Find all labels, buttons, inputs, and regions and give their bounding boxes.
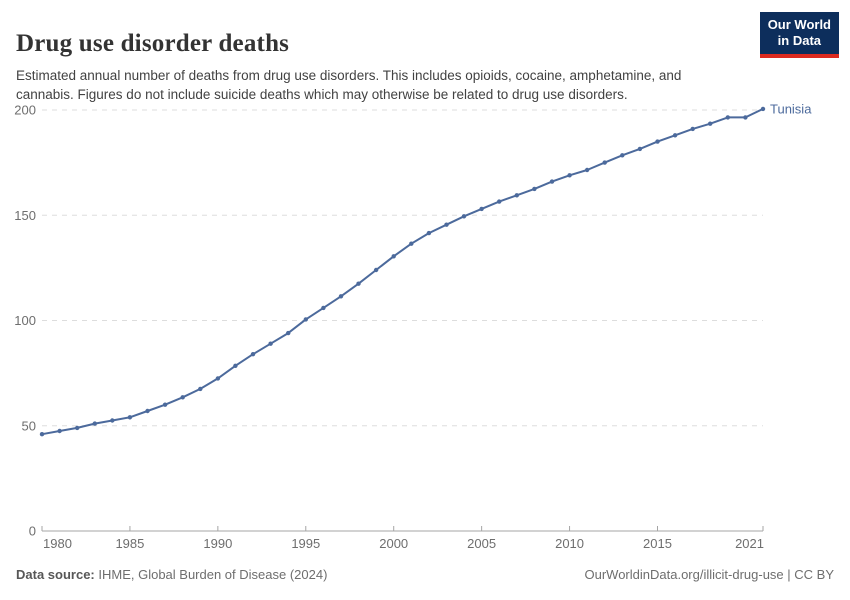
data-point[interactable]	[549, 179, 555, 184]
data-point[interactable]	[532, 186, 537, 192]
chart-subtitle: Estimated annual number of deaths from d…	[16, 67, 682, 103]
y-tick-label: 150	[14, 208, 36, 223]
data-point[interactable]	[690, 126, 695, 132]
data-source-label: Data source:	[16, 567, 95, 582]
data-point[interactable]	[57, 428, 62, 434]
data-series-line-tunisia[interactable]	[41, 107, 764, 436]
x-tick-label: 1985	[115, 536, 144, 551]
data-point[interactable]	[672, 133, 678, 138]
data-point[interactable]	[92, 421, 98, 426]
data-point[interactable]	[409, 241, 414, 246]
data-point[interactable]	[338, 294, 344, 299]
data-point[interactable]	[180, 395, 185, 400]
data-point[interactable]	[215, 376, 221, 381]
line-chart[interactable]: 0 50 100 150 200 1980 1985 1990 1995 2000 2005 2010…	[0, 95, 850, 565]
data-point[interactable]	[75, 425, 80, 431]
data-point[interactable]	[356, 281, 361, 286]
data-point[interactable]	[725, 115, 730, 120]
data-point[interactable]	[637, 146, 643, 152]
data-point[interactable]	[250, 352, 256, 357]
data-point[interactable]	[162, 402, 168, 407]
data-point[interactable]	[110, 418, 115, 423]
series-label-tunisia[interactable]: Tunisia	[770, 101, 812, 116]
x-tick-label: 2010	[555, 536, 584, 551]
data-source-note: Data source: IHME, Global Burden of Dise…	[16, 567, 327, 582]
data-point[interactable]	[444, 222, 449, 227]
x-tick-label: 1980	[43, 536, 72, 551]
x-tick-label: 2015	[643, 536, 672, 551]
owid-logo-line2: in Data	[777, 33, 822, 49]
owid-logo-line1: Our World	[767, 17, 831, 32]
data-point[interactable]	[760, 106, 766, 112]
data-point[interactable]	[602, 160, 607, 165]
chart-footer: Data source: IHME, Global Burden of Dise…	[16, 567, 834, 582]
data-point[interactable]	[373, 267, 379, 273]
y-tick-label: 0	[29, 524, 36, 539]
data-point[interactable]	[286, 330, 291, 336]
x-tick-label: 1990	[203, 536, 232, 551]
data-point[interactable]	[461, 214, 467, 219]
y-tick-label: 100	[14, 313, 36, 328]
data-point[interactable]	[426, 230, 432, 236]
data-point[interactable]	[233, 363, 238, 368]
data-point[interactable]	[743, 115, 748, 120]
data-point[interactable]	[127, 415, 133, 420]
data-point[interactable]	[584, 167, 590, 173]
y-tick-label: 50	[22, 418, 36, 433]
data-point[interactable]	[655, 139, 660, 144]
data-point[interactable]	[708, 121, 713, 126]
data-point[interactable]	[303, 317, 308, 322]
data-point[interactable]	[268, 341, 273, 346]
x-tick-label: 2021	[735, 536, 764, 551]
x-tick-label: 2005	[467, 536, 496, 551]
data-point[interactable]	[391, 254, 396, 259]
data-point[interactable]	[39, 432, 45, 437]
data-point[interactable]	[497, 199, 502, 204]
data-point[interactable]	[145, 408, 150, 414]
page-title: Drug use disorder deaths	[16, 29, 290, 57]
data-point[interactable]	[321, 305, 326, 311]
data-point[interactable]	[567, 173, 572, 178]
owid-logo[interactable]: Our World in Data	[759, 12, 839, 58]
data-point[interactable]	[620, 153, 625, 158]
x-tick-label: 1995	[291, 536, 320, 551]
owid-url-link[interactable]: OurWorldinData.org/illicit-drug-use | CC…	[584, 567, 835, 582]
x-tick-label: 2000	[379, 536, 408, 551]
data-source-text: IHME, Global Burden of Disease (2024)	[94, 567, 328, 582]
data-point[interactable]	[479, 206, 484, 212]
data-point[interactable]	[514, 193, 519, 198]
y-tick-label: 200	[14, 103, 36, 118]
data-point[interactable]	[198, 386, 203, 392]
